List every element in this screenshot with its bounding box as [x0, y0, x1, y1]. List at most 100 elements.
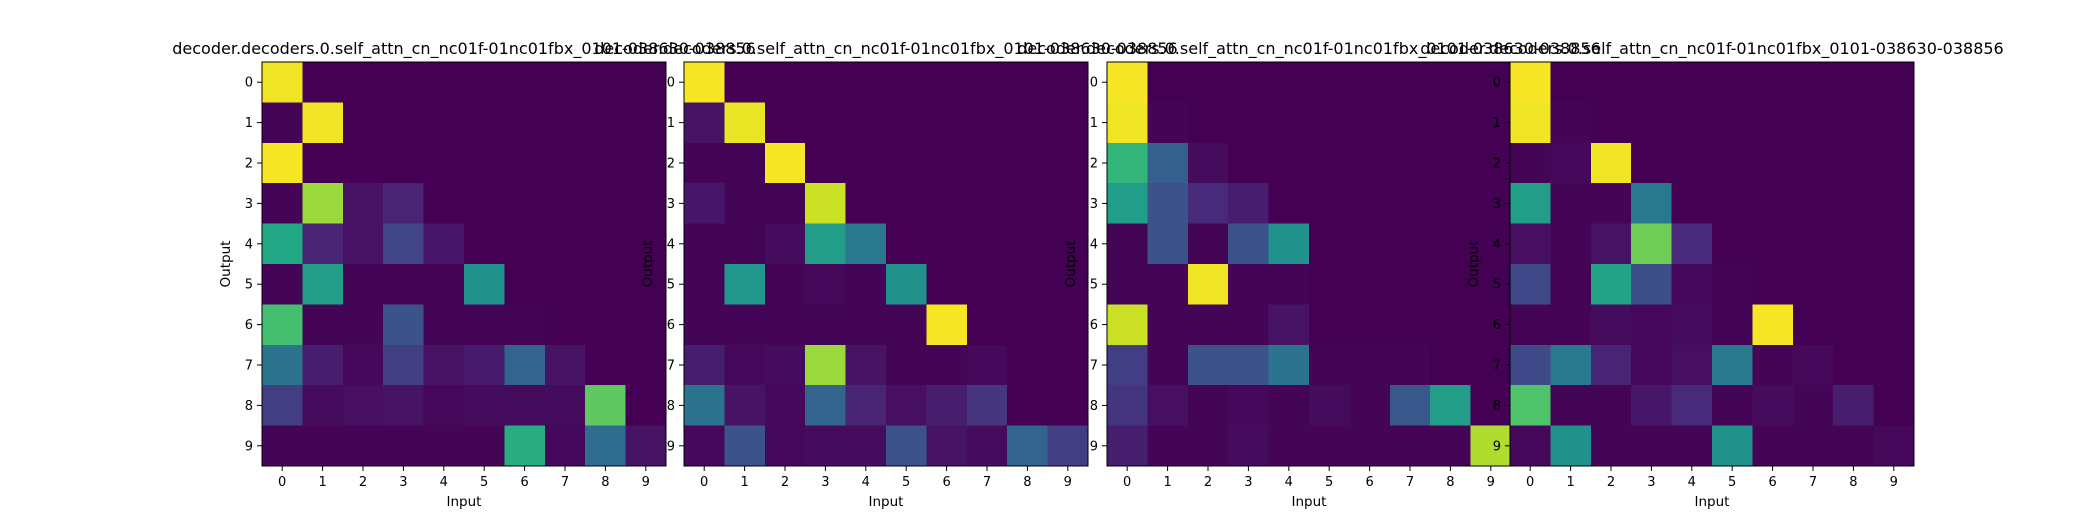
heatmap-cell — [544, 183, 586, 225]
heatmap-cell — [1309, 183, 1350, 225]
heatmap-cell — [383, 183, 425, 225]
heatmap-cell — [423, 264, 465, 305]
heatmap-cell — [504, 142, 546, 184]
heatmap-cell — [724, 223, 766, 265]
heatmap-cell — [1631, 142, 1673, 184]
y-axis-label: Output — [1466, 241, 1482, 288]
heatmap-cell — [262, 142, 303, 184]
heatmap-cell — [926, 304, 968, 346]
heatmap-cell — [464, 102, 505, 144]
heatmap-cell — [302, 425, 344, 467]
heatmap-cell — [1671, 344, 1713, 386]
heatmap-cell — [1671, 425, 1713, 467]
heatmap-cell — [1590, 223, 1632, 265]
y-axis-label: Output — [640, 241, 656, 288]
heatmap-cell — [886, 102, 927, 144]
heatmap-cell — [1147, 183, 1189, 225]
heatmap-cell — [1590, 264, 1632, 305]
x-tick-label: 2 — [781, 475, 789, 490]
x-tick-label: 0 — [1123, 475, 1131, 490]
heatmap-cell — [1550, 102, 1592, 144]
heatmap-cell — [966, 264, 1008, 305]
heatmap-cell — [845, 62, 887, 103]
heatmap-cell — [1228, 102, 1270, 144]
y-tick-label: 0 — [1090, 76, 1098, 91]
y-tick-label: 9 — [1493, 439, 1501, 454]
heatmap-cell — [1510, 264, 1551, 305]
heatmap-cell — [1752, 264, 1794, 305]
heatmap-cell — [805, 183, 847, 225]
heatmap-cell — [625, 344, 667, 386]
heatmap-cell — [926, 425, 968, 467]
heatmap-cell — [764, 142, 806, 184]
heatmap-cell — [342, 142, 384, 184]
heatmap-cell — [1349, 304, 1391, 346]
heatmap-cell — [684, 304, 725, 346]
heatmap-cell — [1268, 264, 1310, 305]
x-tick-label: 9 — [642, 475, 650, 490]
heatmap-cell — [423, 385, 465, 427]
heatmap-cell — [805, 344, 847, 386]
x-tick-label: 6 — [520, 475, 528, 490]
heatmap-cell — [845, 102, 887, 144]
heatmap-cell — [966, 183, 1008, 225]
heatmap-cell — [1147, 344, 1189, 386]
heatmap-cell — [1228, 142, 1270, 184]
heatmap-cell — [1389, 62, 1431, 103]
y-tick-label: 1 — [245, 116, 253, 131]
heatmap-cell — [1309, 425, 1350, 467]
heatmap-cell — [845, 223, 887, 265]
heatmap-cell — [1510, 142, 1551, 184]
heatmap-cell — [1389, 304, 1431, 346]
x-tick-label: 4 — [1285, 475, 1293, 490]
y-tick-label: 6 — [1090, 318, 1098, 333]
heatmap-cell — [886, 223, 927, 265]
x-tick-label: 7 — [1406, 475, 1414, 490]
heatmap-cell — [966, 425, 1008, 467]
heatmap-cell — [1752, 223, 1794, 265]
heatmap-cell — [684, 62, 725, 103]
heatmap-cell — [1187, 183, 1229, 225]
heatmap-cell — [1470, 425, 1512, 467]
heatmap-cell — [1470, 385, 1512, 427]
heatmap-cell — [966, 142, 1008, 184]
heatmap-cell — [1470, 102, 1512, 144]
heatmap-cell — [585, 425, 627, 467]
heatmap-cell — [1147, 264, 1189, 305]
heatmap-cell — [383, 344, 425, 386]
heatmap-cell — [1107, 344, 1148, 386]
heatmap-cell — [423, 102, 465, 144]
heatmap-cell — [684, 264, 725, 305]
heatmap-cell — [1007, 425, 1049, 467]
heatmap-cell — [1268, 425, 1310, 467]
y-tick-label: 5 — [1090, 278, 1098, 293]
heatmap-cell — [1430, 102, 1472, 144]
x-tick-label: 6 — [1365, 475, 1373, 490]
heatmap-cell — [262, 425, 303, 467]
heatmap-cell — [1510, 425, 1551, 467]
heatmap-cell — [764, 344, 806, 386]
heatmap-cell — [1187, 102, 1229, 144]
heatmap-cell — [1349, 62, 1391, 103]
y-tick-label: 6 — [667, 318, 675, 333]
y-tick-label: 3 — [1493, 197, 1501, 212]
heatmap-cell — [1268, 385, 1310, 427]
heatmap-cell — [805, 102, 847, 144]
x-axis-label: Input — [1695, 494, 1730, 510]
heatmap-cell — [1752, 62, 1794, 103]
heatmap-cell — [1107, 425, 1148, 467]
x-tick-label: 0 — [700, 475, 708, 490]
heatmap-cell — [625, 183, 667, 225]
heatmap-cell — [1833, 385, 1875, 427]
y-tick-label: 3 — [245, 197, 253, 212]
heatmap-cell — [684, 142, 725, 184]
heatmap-cell — [302, 142, 344, 184]
heatmap-cell — [1550, 304, 1592, 346]
heatmap-cell — [1228, 183, 1270, 225]
heatmap-cell — [1470, 264, 1512, 305]
y-tick-label: 2 — [1090, 157, 1098, 172]
heatmap-cell — [544, 142, 586, 184]
heatmap-cell — [1007, 304, 1049, 346]
heatmap-cell — [886, 304, 927, 346]
axes-frame — [683, 61, 1089, 467]
